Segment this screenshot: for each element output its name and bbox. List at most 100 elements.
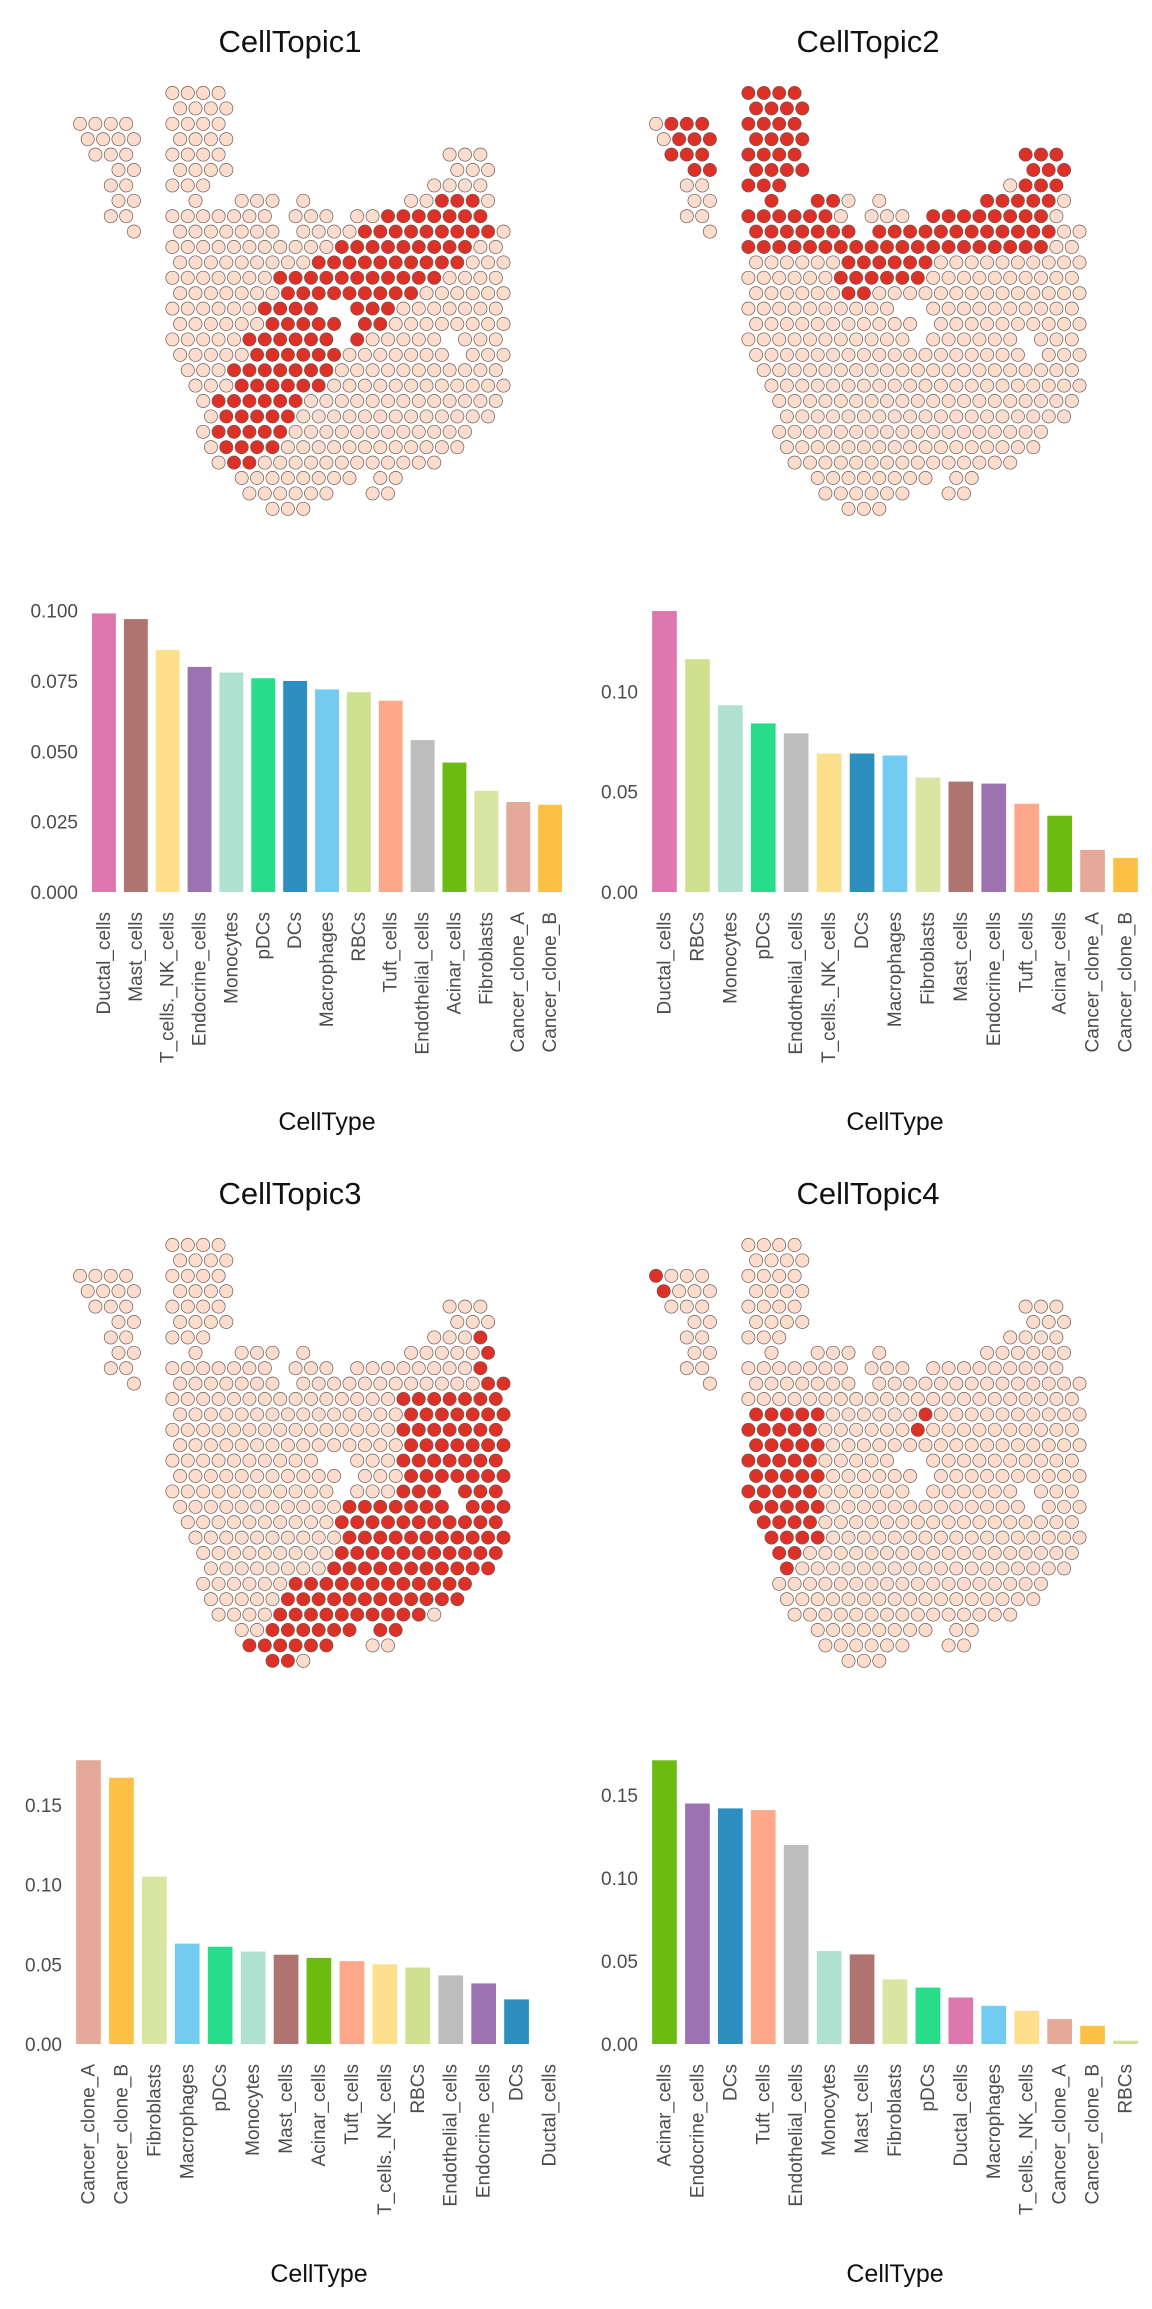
spot-high <box>787 86 802 100</box>
spot-low <box>1034 1330 1048 1345</box>
spot-low <box>219 1530 234 1545</box>
spot-low <box>1010 317 1025 331</box>
spot-low <box>818 455 833 470</box>
spot-low <box>488 240 503 254</box>
spot-high <box>465 1407 480 1422</box>
spot-low <box>749 1253 764 1268</box>
spot-low <box>265 1561 280 1576</box>
spot-low <box>1003 1576 1018 1591</box>
spot-low <box>334 1392 349 1406</box>
spot-low <box>173 317 188 331</box>
spot-low <box>887 409 902 424</box>
spot-high <box>442 1576 457 1591</box>
spot-low <box>103 1268 118 1283</box>
spot-high <box>856 286 871 301</box>
spot-high <box>772 86 787 100</box>
spot-high <box>496 1407 511 1422</box>
spot-low <box>872 1653 887 1668</box>
spot-low <box>442 394 457 408</box>
spot-low <box>396 394 411 408</box>
spot-low <box>1003 332 1018 347</box>
spot-low <box>419 193 434 208</box>
spot-low <box>772 270 787 285</box>
spot-low <box>872 409 887 424</box>
spot-high <box>833 270 848 285</box>
spot-high <box>849 270 864 285</box>
spot-low <box>918 471 933 485</box>
spot-low <box>357 1438 372 1453</box>
spot-low <box>856 1623 871 1637</box>
spot-high <box>803 1515 817 1530</box>
spot-low <box>1010 409 1025 424</box>
spot-low <box>872 1623 887 1637</box>
spot-low <box>188 317 203 331</box>
x-tick-label: T_cells._NK_cells <box>819 912 840 1063</box>
spot-high <box>473 1392 488 1406</box>
spot-low <box>381 1361 395 1376</box>
spot-low <box>856 1653 871 1668</box>
spot-high <box>649 1268 663 1283</box>
spot-low <box>826 1376 841 1391</box>
spot-low <box>327 409 342 424</box>
spot-low <box>242 240 257 254</box>
spot-low <box>381 363 395 378</box>
spot-low <box>1003 301 1018 316</box>
spot-high <box>334 240 349 254</box>
spot-low <box>1049 1484 1064 1499</box>
spot-low <box>841 1561 856 1576</box>
spot-low <box>941 1515 956 1530</box>
spot-high <box>304 332 318 347</box>
spot-low <box>196 363 211 378</box>
spot-low <box>365 486 380 501</box>
x-tick-label: Cancer_clone_A <box>1083 912 1104 1053</box>
spot-low <box>833 1576 848 1591</box>
spot-low <box>411 301 426 316</box>
spot-low <box>180 86 195 100</box>
spot-low <box>933 1407 948 1422</box>
spot-low <box>972 301 987 316</box>
spot-low <box>995 317 1010 331</box>
spot-low <box>880 363 894 378</box>
spot-low <box>1049 270 1064 285</box>
spot-low <box>357 347 372 362</box>
spot-low <box>488 270 503 285</box>
spot-high <box>365 1576 380 1591</box>
spot-low <box>296 409 311 424</box>
spot-low <box>957 270 971 285</box>
spot-high <box>458 1484 472 1499</box>
spot-low <box>849 1392 864 1406</box>
spot-low <box>234 1561 249 1576</box>
x-tick-label: Mast_cells <box>126 912 147 1002</box>
spot-low <box>810 1376 825 1391</box>
spot-low <box>833 1392 848 1406</box>
spot-low <box>1041 1561 1056 1576</box>
spot-high <box>664 147 679 162</box>
spot-low <box>365 1638 380 1653</box>
spot-low <box>872 347 887 362</box>
spot-low <box>188 132 203 147</box>
spot-low <box>234 1376 249 1391</box>
spot-low <box>957 1576 971 1591</box>
spot-low <box>165 1361 180 1376</box>
spot-low <box>188 347 203 362</box>
spot-low <box>119 1299 134 1314</box>
spot-low <box>826 409 841 424</box>
spot-low <box>481 193 496 208</box>
spot-low <box>80 1284 95 1299</box>
spot-low <box>864 455 879 470</box>
spot-high <box>749 1407 764 1422</box>
spot-high <box>764 1407 779 1422</box>
spot-high <box>242 424 257 439</box>
spot-low <box>772 1576 787 1591</box>
spot-low <box>872 193 887 208</box>
spot-low <box>203 1530 218 1545</box>
spot-low <box>849 1515 864 1530</box>
spot-high <box>434 224 449 239</box>
spot-low <box>1010 255 1025 270</box>
spot-high <box>972 240 987 254</box>
spot-low <box>903 1530 918 1545</box>
spot-high <box>772 240 787 254</box>
spot-low <box>388 409 403 424</box>
spot-high <box>388 1561 403 1576</box>
spot-low <box>895 1484 910 1499</box>
